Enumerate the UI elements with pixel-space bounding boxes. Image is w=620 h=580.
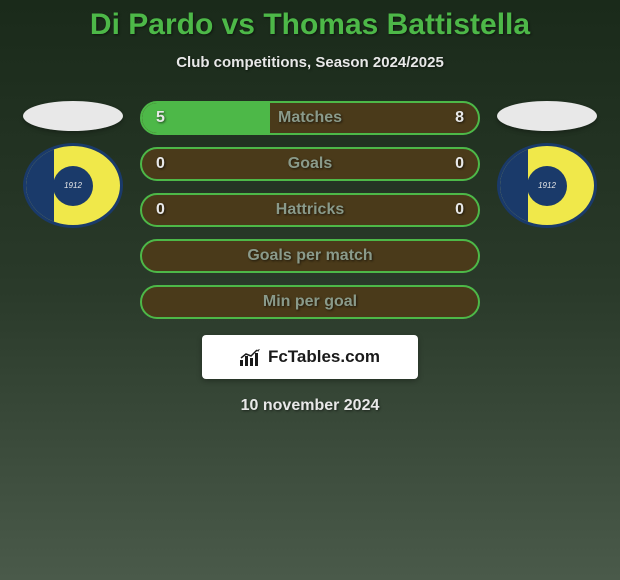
stat-row: Goals per match [140, 239, 480, 273]
brand-text: FcTables.com [268, 347, 380, 367]
stat-label: Goals per match [247, 247, 372, 265]
stat-row: 0 Goals 0 [140, 147, 480, 181]
page-title: Di Pardo vs Thomas Battistella [0, 8, 620, 42]
main-area: 1912 5 Matches 8 0 Goals 0 0 Hattricks 0 Goals pe… [0, 101, 620, 319]
footer-date: 10 november 2024 [0, 397, 620, 415]
chart-icon [240, 348, 262, 366]
badge-year-right: 1912 [527, 166, 567, 206]
stat-label: Min per goal [263, 293, 357, 311]
comparison-card: Di Pardo vs Thomas Battistella Club comp… [0, 0, 620, 423]
badge-year-left: 1912 [53, 166, 93, 206]
stat-value-left: 0 [156, 201, 165, 219]
stat-value-right: 0 [455, 201, 464, 219]
avatar-placeholder-right [497, 101, 597, 131]
stat-value-right: 8 [455, 109, 464, 127]
club-badge-left: 1912 [23, 143, 123, 228]
stat-label: Goals [288, 155, 332, 173]
avatar-placeholder-left [23, 101, 123, 131]
subtitle: Club competitions, Season 2024/2025 [0, 54, 620, 71]
stat-row: 5 Matches 8 [140, 101, 480, 135]
club-badge-right: 1912 [497, 143, 597, 228]
stat-value-left: 0 [156, 155, 165, 173]
stat-label: Hattricks [276, 201, 344, 219]
stat-value-left: 5 [156, 109, 165, 127]
stats-column: 5 Matches 8 0 Goals 0 0 Hattricks 0 Goals per mat… [140, 101, 480, 319]
brand-badge[interactable]: FcTables.com [202, 335, 418, 379]
stat-label: Matches [278, 109, 342, 127]
player-right-column: 1912 [492, 101, 602, 228]
stat-value-right: 0 [455, 155, 464, 173]
stat-row: 0 Hattricks 0 [140, 193, 480, 227]
player-left-column: 1912 [18, 101, 128, 228]
stat-row: Min per goal [140, 285, 480, 319]
